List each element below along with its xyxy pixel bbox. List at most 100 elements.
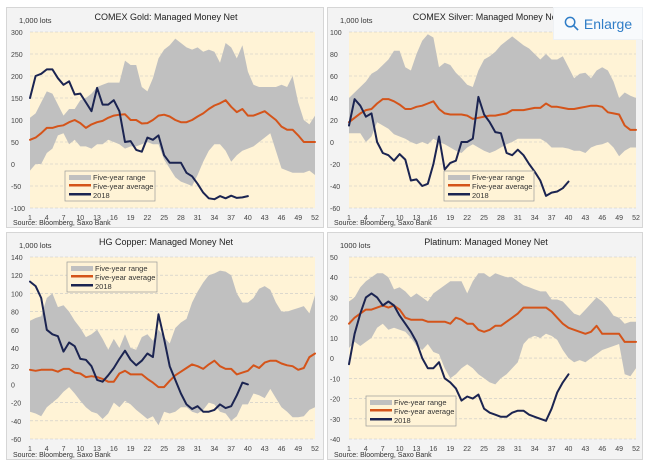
x-tick-label: 37 [227, 215, 235, 222]
line-2018 [348, 292, 570, 422]
y-tick-label: 0 [330, 140, 334, 147]
y-tick-label: -40 [11, 419, 21, 426]
legend-label: Five-year range [93, 173, 146, 182]
y-tick-label: 100 [330, 30, 342, 37]
chart-svg: 100 80 60 40 20 0 -20 -40 -60 1 4 7 10 13 16 19 22 25 28 31… [330, 12, 640, 227]
legend-label: 2018 [95, 282, 112, 291]
x-tick-label: 49 [294, 446, 302, 453]
x-tick-label: 46 [278, 215, 286, 222]
y-tick-label: 40 [11, 346, 19, 353]
x-tick-label: 43 [261, 215, 269, 222]
x-tick-label: 16 [430, 446, 438, 453]
legend-swatch-2018 [370, 418, 392, 421]
enlarge-button[interactable]: Enlarge [553, 7, 643, 40]
chart-panel-platinum: 50 40 30 20 10 0 -10 -20 -30 -40 1 4 7 10 13 16 19 22 25 28… [327, 232, 643, 460]
x-tick-label: 19 [446, 215, 454, 222]
chart-svg: 140 120 100 80 60 40 20 0 -20 -40 -60 1 4 7 10 13 16 19 22… [11, 237, 319, 459]
y-tick-label: 80 [330, 52, 338, 59]
x-tick-label: 46 [598, 446, 606, 453]
y-tick-label: 60 [11, 328, 19, 335]
legend-label: Five-year average [93, 182, 153, 191]
legend-label: Five-year range [394, 398, 447, 407]
y-tick-label: -20 [11, 401, 21, 408]
x-tick-label: 49 [615, 215, 623, 222]
x-tick-label: 25 [480, 446, 488, 453]
x-tick-label: 7 [381, 446, 385, 453]
five-year-average-line [348, 98, 637, 131]
x-tick-label: 52 [632, 446, 640, 453]
y-axis-unit-label: 1,000 lots [19, 241, 52, 250]
x-tick-label: 10 [76, 446, 84, 453]
source-label: Source: Bloomberg, Saxo Bank [13, 220, 111, 227]
x-tick-label: 37 [548, 215, 556, 222]
five-year-range-area [30, 270, 315, 426]
y-tick-label: 60 [330, 74, 338, 81]
five-year-average-line [29, 99, 316, 143]
y-tick-label: 140 [11, 255, 23, 262]
y-tick-label: 50 [330, 255, 338, 262]
y-tick-label: 40 [330, 96, 338, 103]
x-tick-label: 19 [127, 215, 135, 222]
source-label: Source: Bloomberg, Saxo Bank [334, 220, 432, 227]
five-year-average-line [348, 304, 637, 343]
y-tick-label: -60 [11, 437, 21, 444]
y-tick-label: 100 [11, 291, 23, 298]
chart-svg: 50 40 30 20 10 0 -10 -20 -30 -40 1 4 7 10 13 16 19 22 25 28… [330, 237, 640, 459]
y-tick-label: 20 [11, 364, 19, 371]
y-tick-label: 40 [330, 275, 338, 282]
legend-label: Five-year range [95, 264, 148, 273]
legend-label: Five-year average [95, 273, 155, 282]
x-tick-label: 13 [93, 446, 101, 453]
y-tick-label: 50 [11, 140, 19, 147]
y-tick-label: 0 [11, 162, 15, 169]
x-tick-label: 28 [497, 215, 505, 222]
legend-label: 2018 [93, 191, 110, 200]
y-tick-label: 300 [11, 30, 23, 37]
legend-swatch-2018 [69, 193, 91, 196]
x-tick-label: 4 [364, 446, 368, 453]
x-tick-label: 46 [598, 215, 606, 222]
x-tick-label: 40 [565, 446, 573, 453]
x-tick-label: 34 [211, 446, 219, 453]
x-tick-label: 46 [278, 446, 286, 453]
x-tick-label: 25 [160, 446, 168, 453]
x-tick-label: 16 [110, 446, 118, 453]
chart-title: COMEX Gold: Managed Money Net [94, 12, 238, 22]
x-tick-label: 4 [45, 215, 49, 222]
x-tick-label: 31 [514, 446, 522, 453]
x-tick-label: 34 [211, 215, 219, 222]
y-tick-label: -40 [330, 437, 340, 444]
legend-swatch-2018 [448, 193, 470, 196]
legend-label: Five-year average [472, 182, 532, 191]
legend-label: Five-year average [394, 407, 454, 416]
x-tick-label: 25 [480, 215, 488, 222]
y-tick-label: 0 [11, 382, 15, 389]
x-tick-label: 52 [311, 215, 319, 222]
y-tick-label: 100 [11, 118, 23, 125]
x-tick-label: 4 [364, 215, 368, 222]
chart-panel-copper: 140 120 100 80 60 40 20 0 -20 -40 -60 1 4 7 10 13 16 19 22… [6, 232, 324, 460]
x-tick-label: 34 [531, 215, 539, 222]
five-year-range-area [30, 38, 315, 186]
y-tick-label: 10 [330, 336, 338, 343]
x-tick-label: 40 [244, 215, 252, 222]
legend-swatch-average [370, 409, 392, 412]
legend-swatch-average [69, 184, 91, 187]
x-tick-label: 13 [413, 446, 421, 453]
x-tick-label: 4 [45, 446, 49, 453]
chart-title: Platinum: Managed Money Net [424, 237, 548, 247]
x-tick-label: 34 [531, 446, 539, 453]
y-tick-label: 30 [330, 295, 338, 302]
legend-swatch-range [71, 266, 93, 271]
y-tick-label: 0 [330, 356, 334, 363]
y-tick-label: -100 [11, 206, 25, 213]
y-tick-label: 80 [11, 310, 19, 317]
five-year-average-line [29, 352, 316, 389]
five-year-range-area [349, 34, 636, 157]
magnifier-icon [564, 16, 579, 31]
y-tick-label: 20 [330, 316, 338, 323]
x-tick-label: 22 [463, 446, 471, 453]
